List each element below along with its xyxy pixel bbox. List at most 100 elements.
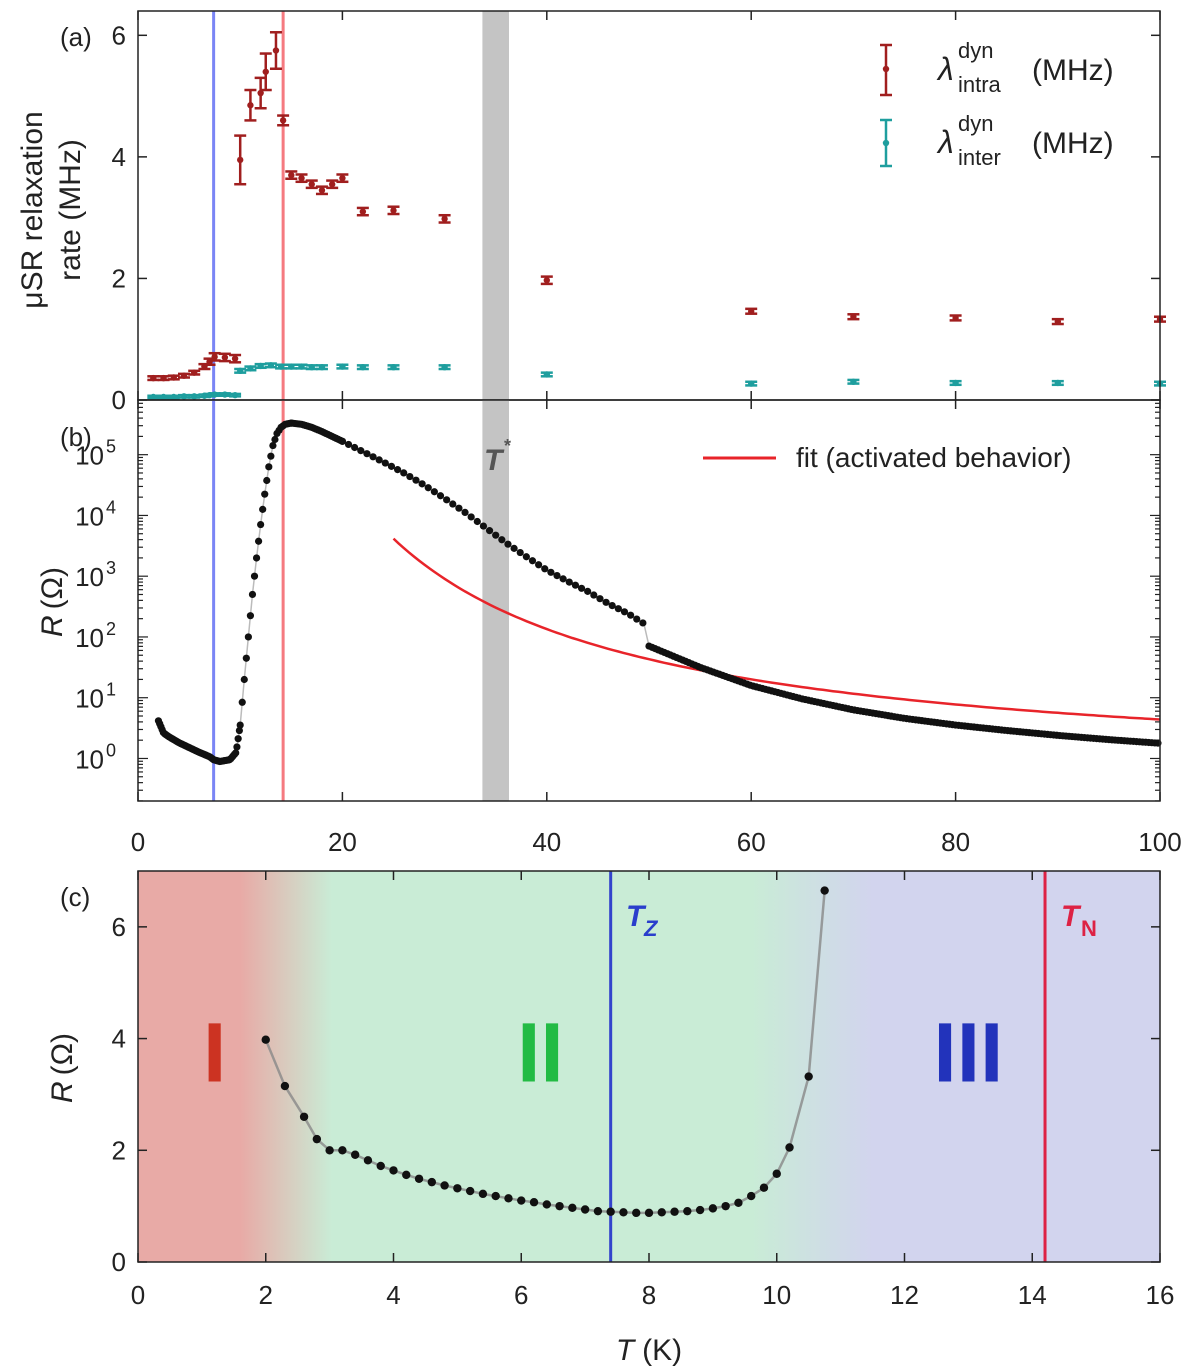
tz-label-main: T <box>626 900 647 933</box>
data-point <box>602 598 610 606</box>
data-point <box>233 743 241 751</box>
data-point-intra <box>188 369 201 376</box>
data-point-inter <box>438 363 451 371</box>
tn-label-main: T <box>1061 900 1082 933</box>
data-point <box>338 437 346 445</box>
data-point <box>504 1194 513 1203</box>
data-point <box>240 675 248 684</box>
data-point <box>234 735 242 743</box>
y-tick-label: 2 <box>112 1135 126 1165</box>
data-point <box>535 561 543 569</box>
data-point-intra <box>269 31 282 70</box>
data-point <box>708 1204 718 1213</box>
data-point <box>246 612 255 620</box>
tz-label-sub: Z <box>643 916 659 941</box>
data-point-intra <box>244 88 257 122</box>
data-point <box>633 615 641 623</box>
x-tick-label: 0 <box>131 1280 145 1310</box>
data-point-intra <box>147 374 160 382</box>
data-point <box>350 1150 360 1159</box>
data-point <box>785 1143 794 1152</box>
data-point <box>467 513 475 521</box>
data-point-inter <box>285 363 298 370</box>
data-point <box>734 1198 743 1207</box>
data-point <box>242 654 250 662</box>
data-point-inter <box>229 391 242 399</box>
x-tick-label: 10 <box>762 1280 791 1310</box>
legend-marker-inter-glyph <box>880 118 892 168</box>
x-tick-label: 100 <box>1138 827 1181 857</box>
data-point <box>455 504 463 512</box>
data-point <box>620 608 629 616</box>
data-point <box>670 1207 679 1216</box>
panel-b-ylabel-main: R <box>36 615 69 637</box>
data-point <box>259 505 267 513</box>
data-point <box>657 1208 666 1217</box>
region-background <box>138 871 1160 1262</box>
data-point <box>478 1189 488 1199</box>
data-point <box>427 1177 437 1187</box>
legend-inter-unit: (MHz) <box>1032 127 1114 160</box>
data-point <box>430 488 438 496</box>
panel-a-label: (a) <box>60 22 92 52</box>
region-label-2: II <box>517 1006 564 1100</box>
data-point <box>571 581 580 589</box>
data-point <box>338 1146 347 1155</box>
panel-a-plot-area <box>138 11 1160 400</box>
panel-b-ylabel: R (Ω) <box>36 567 69 637</box>
data-point <box>387 462 396 470</box>
data-point-intra <box>356 206 369 217</box>
data-point <box>363 1156 373 1165</box>
y-tick-label: 4 <box>112 1024 126 1054</box>
data-point <box>529 1198 539 1207</box>
data-point <box>265 463 273 471</box>
y-tick-label: 10 <box>75 684 104 714</box>
data-point <box>443 496 451 504</box>
panel-c-xlabel: T (K) <box>616 1334 682 1367</box>
legend-intra-sub: intra <box>958 72 1002 97</box>
data-point <box>491 1191 500 1201</box>
data-point-inter <box>745 380 758 387</box>
data-point-intra <box>285 170 298 181</box>
data-point <box>393 466 402 474</box>
data-point <box>280 1081 290 1091</box>
data-point-intra <box>326 179 339 190</box>
y-tick-label: 4 <box>112 142 126 172</box>
data-point-inter <box>295 363 308 370</box>
data-point <box>721 1201 730 1211</box>
data-point <box>479 522 488 530</box>
data-point-intra <box>229 353 242 364</box>
data-point <box>376 1161 385 1171</box>
data-point <box>492 531 500 539</box>
data-point <box>400 469 408 477</box>
data-point <box>406 472 414 481</box>
panel-c-frame <box>137 870 1161 1263</box>
data-point-intra <box>336 173 349 184</box>
x-tick-label: 2 <box>259 1280 273 1310</box>
panel-c-ylabel-unit: (Ω) <box>46 1033 79 1075</box>
data-point <box>363 450 371 458</box>
y-tick-exponent: 3 <box>106 558 116 578</box>
data-point <box>232 749 240 757</box>
data-point <box>804 1072 813 1081</box>
data-point <box>541 565 549 573</box>
data-point <box>614 605 622 613</box>
data-point <box>683 1206 692 1216</box>
data-point <box>244 633 252 641</box>
y-tick-label: 10 <box>75 623 104 653</box>
y-tick-label: 10 <box>75 501 104 531</box>
data-point <box>254 537 263 545</box>
x-tick-label: 40 <box>532 827 561 857</box>
data-point-intra <box>305 179 318 190</box>
data-point <box>381 459 389 467</box>
legend-intra-unit: (MHz) <box>1032 54 1114 87</box>
data-point-inter <box>387 363 400 371</box>
x-tick-label: 20 <box>328 827 357 857</box>
data-point <box>553 571 561 580</box>
data-point-inter <box>208 391 221 398</box>
region-label-1: I <box>203 1006 226 1100</box>
data-point-inter <box>147 393 160 401</box>
y-tick-exponent: 0 <box>106 740 116 760</box>
